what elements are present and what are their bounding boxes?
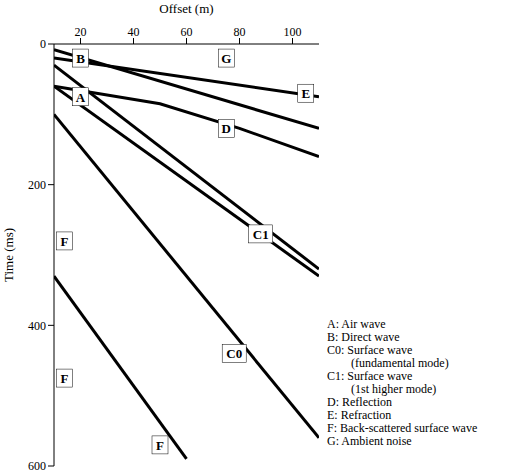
html-text:(1st higher mode): (1st higher mode) xyxy=(351,382,437,396)
svg-text:0: 0 xyxy=(40,37,46,51)
svg-text:C0: C0 xyxy=(226,346,242,361)
html-text:B: Direct wave: B: Direct wave xyxy=(327,330,400,344)
svg-text:80: 80 xyxy=(234,25,246,39)
svg-text:A: A xyxy=(76,90,86,105)
svg-text:100: 100 xyxy=(284,25,302,39)
svg-text:G: G xyxy=(221,51,231,66)
html-text:(fundamental mode): (fundamental mode) xyxy=(351,356,449,370)
html-text:C1: Surface wave: C1: Surface wave xyxy=(327,369,413,383)
svg-text:40: 40 xyxy=(128,25,140,39)
svg-text:F: F xyxy=(61,371,69,386)
svg-text:B: B xyxy=(76,51,85,66)
svg-text:600: 600 xyxy=(28,459,46,473)
svg-text:E: E xyxy=(301,86,310,101)
html-text:A: Air wave: A: Air wave xyxy=(327,317,386,331)
svg-text:F: F xyxy=(156,438,164,453)
svg-text:Time (ms): Time (ms) xyxy=(1,228,16,282)
html-text:G: Ambient noise: G: Ambient noise xyxy=(327,434,412,448)
svg-text:F: F xyxy=(61,234,69,249)
html-text:C0: Surface wave: C0: Surface wave xyxy=(327,343,413,357)
svg-text:D: D xyxy=(222,121,231,136)
svg-text:400: 400 xyxy=(28,319,46,333)
svg-text:C1: C1 xyxy=(253,227,269,242)
svg-text:Offset (m): Offset (m) xyxy=(159,1,213,16)
html-text:F: Back-scattered surface wave: F: Back-scattered surface wave xyxy=(327,421,478,435)
html-text:D: Reflection: D: Reflection xyxy=(327,395,392,409)
svg-text:200: 200 xyxy=(28,178,46,192)
html-text:E: Refraction: E: Refraction xyxy=(327,408,392,422)
svg-text:20: 20 xyxy=(75,25,87,39)
svg-text:60: 60 xyxy=(181,25,193,39)
